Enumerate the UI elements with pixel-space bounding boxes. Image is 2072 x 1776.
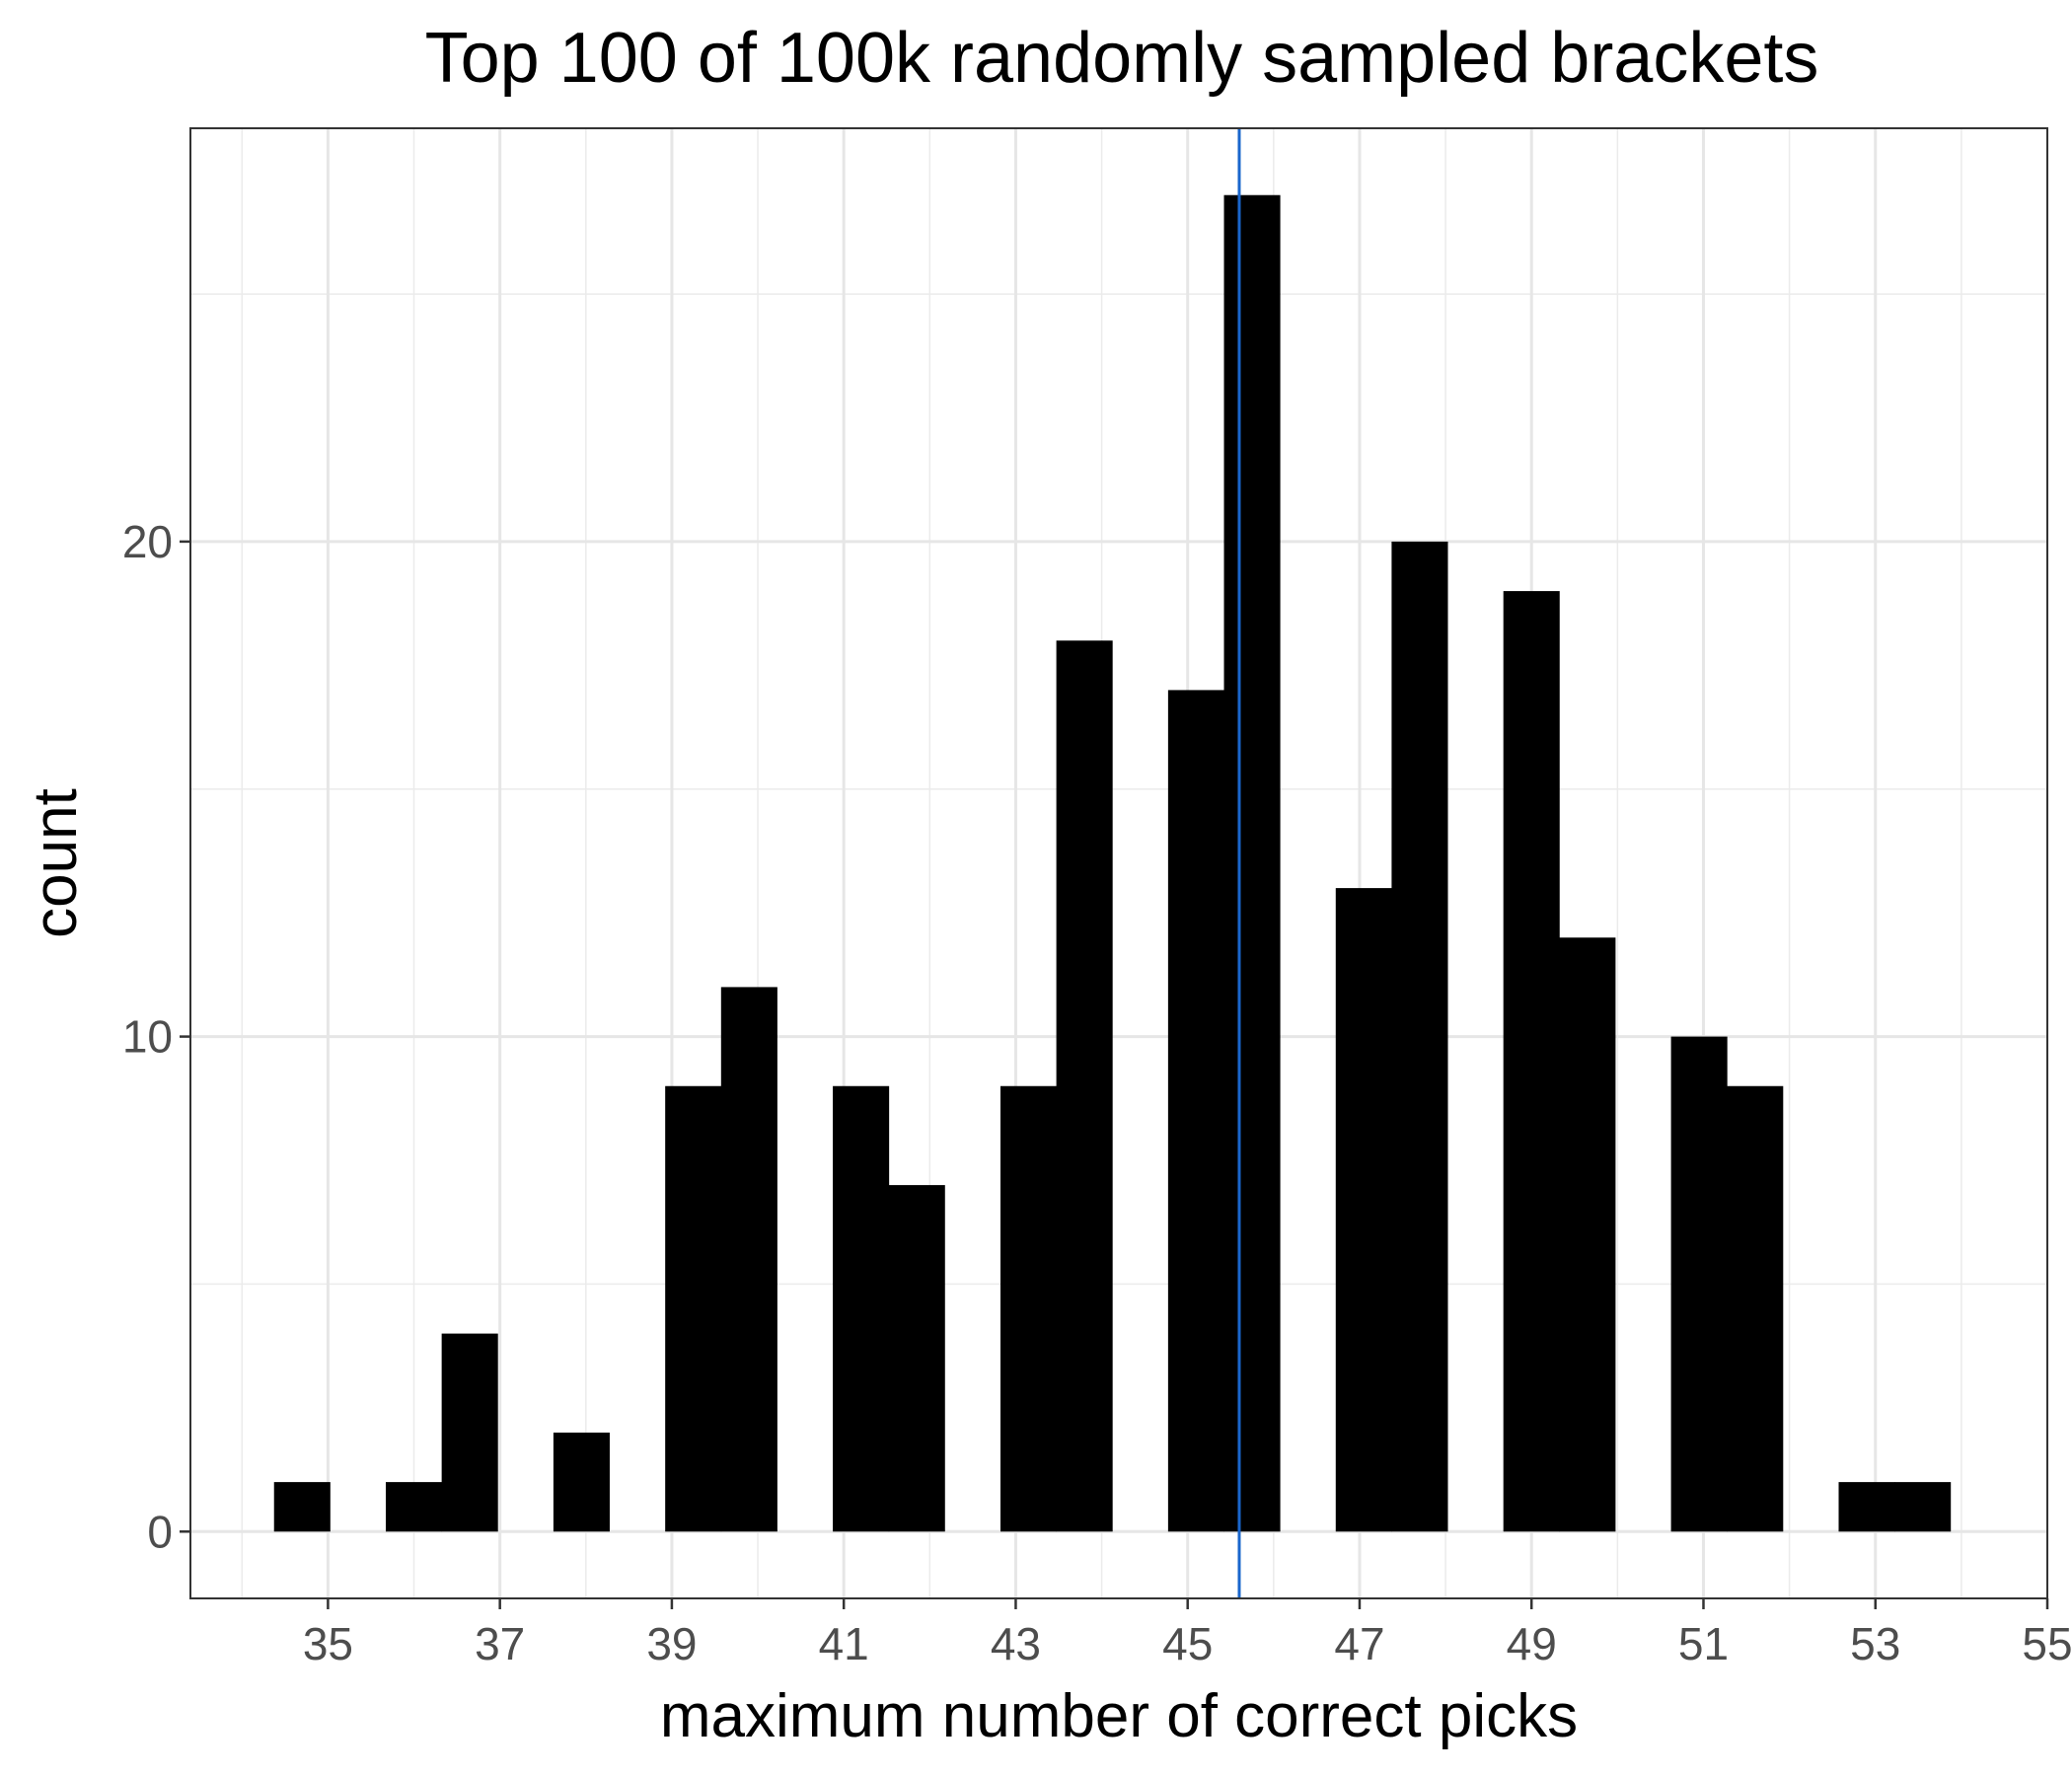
x-tick-label: 51 bbox=[1678, 1618, 1729, 1669]
histogram-bar bbox=[273, 1482, 331, 1532]
histogram-bar bbox=[665, 1085, 722, 1532]
chart-title: Top 100 of 100k randomly sampled bracket… bbox=[425, 19, 1819, 98]
x-tick-label: 49 bbox=[1507, 1618, 1557, 1669]
x-tick-label: 41 bbox=[819, 1618, 869, 1669]
histogram-bar bbox=[1391, 541, 1448, 1532]
histogram-bar bbox=[386, 1482, 443, 1532]
y-axis: 0 10 20 bbox=[122, 516, 190, 1557]
histogram-bar bbox=[833, 1085, 890, 1532]
x-tick-label: 53 bbox=[1850, 1618, 1900, 1669]
histogram-bar bbox=[1335, 888, 1392, 1532]
histogram-bar bbox=[720, 987, 777, 1532]
histogram-bar bbox=[1167, 690, 1224, 1532]
x-tick-label: 47 bbox=[1334, 1618, 1384, 1669]
y-tick-label: 20 bbox=[122, 516, 173, 567]
x-tick-label: 45 bbox=[1162, 1618, 1213, 1669]
x-tick-label: 37 bbox=[475, 1618, 525, 1669]
histogram-bar bbox=[1670, 1036, 1728, 1532]
histogram-bar bbox=[1727, 1085, 1784, 1532]
y-tick-label: 10 bbox=[122, 1011, 173, 1063]
x-axis: 35 37 39 41 43 45 47 49 51 53 55 bbox=[303, 1598, 2072, 1669]
histogram-bar bbox=[1223, 194, 1281, 1532]
histogram-bar bbox=[1056, 640, 1113, 1532]
histogram-bar bbox=[1503, 591, 1560, 1532]
histogram-bar bbox=[441, 1333, 498, 1532]
x-tick-label: 35 bbox=[303, 1618, 353, 1669]
x-tick-label: 55 bbox=[2022, 1618, 2072, 1669]
histogram-bar bbox=[1559, 937, 1616, 1532]
y-axis-title: count bbox=[22, 788, 90, 938]
histogram-bar bbox=[999, 1085, 1058, 1532]
histogram-bar bbox=[1894, 1482, 1952, 1532]
histogram-bar bbox=[553, 1432, 610, 1532]
histogram-bar bbox=[1838, 1482, 1895, 1532]
y-tick-label: 0 bbox=[147, 1506, 173, 1557]
bars bbox=[273, 194, 1952, 1532]
histogram-bar bbox=[888, 1185, 945, 1532]
x-tick-label: 43 bbox=[991, 1618, 1041, 1669]
panel-border bbox=[189, 127, 2048, 1599]
x-tick-label: 39 bbox=[646, 1618, 697, 1669]
x-axis-title: maximum number of correct picks bbox=[660, 1682, 1578, 1750]
